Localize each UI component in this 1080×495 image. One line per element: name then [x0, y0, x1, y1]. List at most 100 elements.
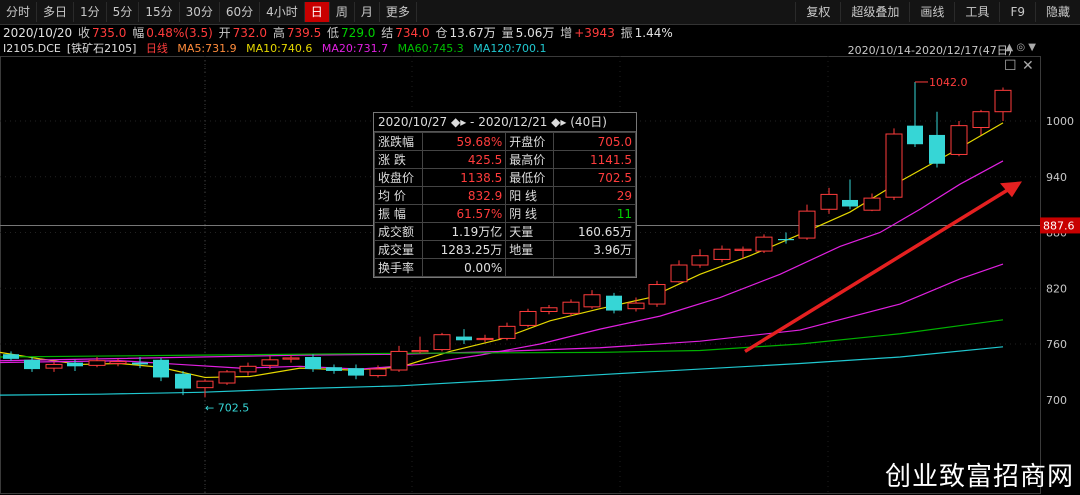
candle-body-down	[153, 359, 169, 378]
popup-row: 涨 跌 425.5 最高价 1141.5	[374, 150, 636, 169]
candle-body-up	[109, 361, 127, 365]
popup-cell-value: 11	[553, 204, 636, 223]
low-label: 低	[327, 26, 340, 40]
axis-tick-label: 760	[1046, 338, 1067, 351]
popup-cell-label: 成交额	[374, 222, 423, 241]
popup-cell-value: 832.9	[421, 186, 507, 205]
hide-button[interactable]: 隐藏	[1034, 2, 1080, 22]
popup-cell-label: 地量	[505, 240, 555, 259]
period-tab-1m[interactable]: 1分	[74, 2, 107, 22]
range-controls[interactable]: ▲ ◎ ▼	[1005, 42, 1036, 53]
draw-line-button[interactable]: 画线	[909, 2, 954, 22]
vol-label: 量	[501, 26, 514, 40]
amp-label: 振	[620, 26, 633, 40]
ma10-legend: MA10:740.6	[246, 42, 313, 55]
symbol-code: I2105.DCE	[3, 42, 61, 55]
change-label: 幅	[132, 26, 145, 40]
ma-legend: I2105.DCE [铁矿石2105] 日线 MA5:731.9 MA10:740…	[0, 42, 1080, 56]
period-tab-day[interactable]: 日	[304, 2, 330, 22]
popup-cell-label: 天量	[505, 222, 555, 241]
trend-arrow-head	[1000, 181, 1022, 198]
candle-body-down	[132, 362, 148, 365]
popup-range[interactable]: 2020/10/27 ◆▸ - 2020/12/21 ◆▸	[378, 115, 567, 129]
adjust-button[interactable]: 复权	[795, 2, 840, 22]
popup-cell-value: 29	[553, 186, 636, 205]
popup-cell-label: 最高价	[505, 150, 555, 169]
popup-cell-value: 59.68%	[421, 132, 507, 151]
chart-frame	[0, 56, 1041, 494]
inc-value: +3943	[574, 26, 615, 40]
candle-body-up	[950, 125, 968, 155]
period-tab-more[interactable]: 更多	[380, 2, 417, 22]
period-tab-4h[interactable]: 4小时	[260, 2, 305, 22]
high-annotation: 1042.0	[929, 76, 968, 89]
quote-date: 2020/10/20	[3, 26, 73, 40]
candle-body-up	[670, 264, 688, 283]
candle-body-up	[863, 197, 881, 211]
maximize-icon[interactable]: ☐	[1004, 58, 1017, 74]
super-overlay-button[interactable]: 超级叠加	[840, 2, 909, 22]
candle-body-down	[929, 134, 945, 164]
period-tab-5m[interactable]: 5分	[107, 2, 140, 22]
candles	[3, 81, 1012, 398]
period-tab-week[interactable]: 周	[330, 2, 355, 22]
open-label: 开	[218, 26, 231, 40]
high-value: 739.5	[286, 26, 322, 40]
period-tab-30m[interactable]: 30分	[180, 2, 220, 22]
popup-row: 涨跌幅 59.68% 开盘价 705.0	[374, 132, 636, 151]
period-tab-month[interactable]: 月	[355, 2, 380, 22]
low-annotation: ← 702.5	[205, 401, 249, 414]
amp-value: 1.44%	[634, 26, 673, 40]
candle-body-up	[691, 255, 709, 266]
popup-cell-value: 1.19万亿	[421, 222, 507, 241]
ma5-legend: MA5:731.9	[177, 42, 237, 55]
popup-cell-value: 1138.5	[421, 168, 507, 187]
oi-label: 仓	[435, 26, 448, 40]
period-tab-60m[interactable]: 60分	[220, 2, 261, 22]
close-icon[interactable]: ✕	[1022, 58, 1034, 74]
popup-cell-value: 705.0	[553, 132, 636, 151]
axis-tick-label: 940	[1046, 171, 1067, 184]
price-axis: 1000940880820760700887.6	[1040, 115, 1080, 407]
popup-cell-label: 振 幅	[374, 204, 423, 223]
popup-cell-value: 0.00%	[421, 258, 507, 277]
quote-bar: 2020/10/20 收 735.0 幅 0.48%(3.5) 开 732.0 高 73…	[0, 25, 1080, 41]
popup-cell-label: 均 价	[374, 186, 423, 205]
candle-body-up	[648, 284, 666, 305]
popup-cell-value	[553, 258, 636, 277]
change-value: 0.48%(3.5)	[146, 26, 213, 40]
popup-cell-value: 1141.5	[553, 150, 636, 169]
popup-cell-label: 换手率	[374, 258, 423, 277]
candle-body-down	[326, 367, 342, 371]
axis-tick-label: 700	[1046, 394, 1067, 407]
f9-button[interactable]: F9	[999, 2, 1035, 22]
period-tab-fenshi[interactable]: 分时	[0, 2, 38, 22]
candle-body-up	[498, 325, 516, 339]
candle-body-up	[88, 360, 106, 366]
vol-value: 5.06万	[515, 26, 555, 40]
candle-body-up	[627, 302, 645, 310]
popup-row: 成交额 1.19万亿 天量 160.65万	[374, 222, 636, 241]
close-label: 收	[78, 26, 91, 40]
popup-cell-label: 涨跌幅	[374, 132, 423, 151]
period-tab-duori[interactable]: 多日	[37, 2, 75, 22]
open-value: 732.0	[232, 26, 267, 40]
candle-body-down	[3, 354, 19, 359]
popup-cell-label: 阴 线	[505, 204, 555, 223]
popup-cell-label: 收盘价	[374, 168, 423, 187]
tools-button[interactable]: 工具	[954, 2, 999, 22]
popup-cell-value: 61.57%	[421, 204, 507, 223]
popup-cell-label: 阳 线	[505, 186, 555, 205]
candle-body-down	[606, 295, 622, 311]
popup-cell-label: 涨 跌	[374, 150, 423, 169]
candle-body-up	[282, 357, 300, 360]
candle-body-up	[411, 350, 429, 353]
settle-label: 结	[381, 26, 394, 40]
axis-tick-label: 820	[1046, 282, 1067, 295]
popup-header: 2020/10/27 ◆▸ - 2020/12/21 ◆▸ (40日)	[374, 113, 636, 132]
settle-value: 734.0	[395, 26, 430, 40]
candle-body-up	[476, 337, 494, 341]
candle-body-up	[218, 371, 236, 384]
period-tab-15m[interactable]: 15分	[139, 2, 180, 22]
range-label: 2020/10/14-2020/12/17(47日)	[847, 44, 1012, 57]
